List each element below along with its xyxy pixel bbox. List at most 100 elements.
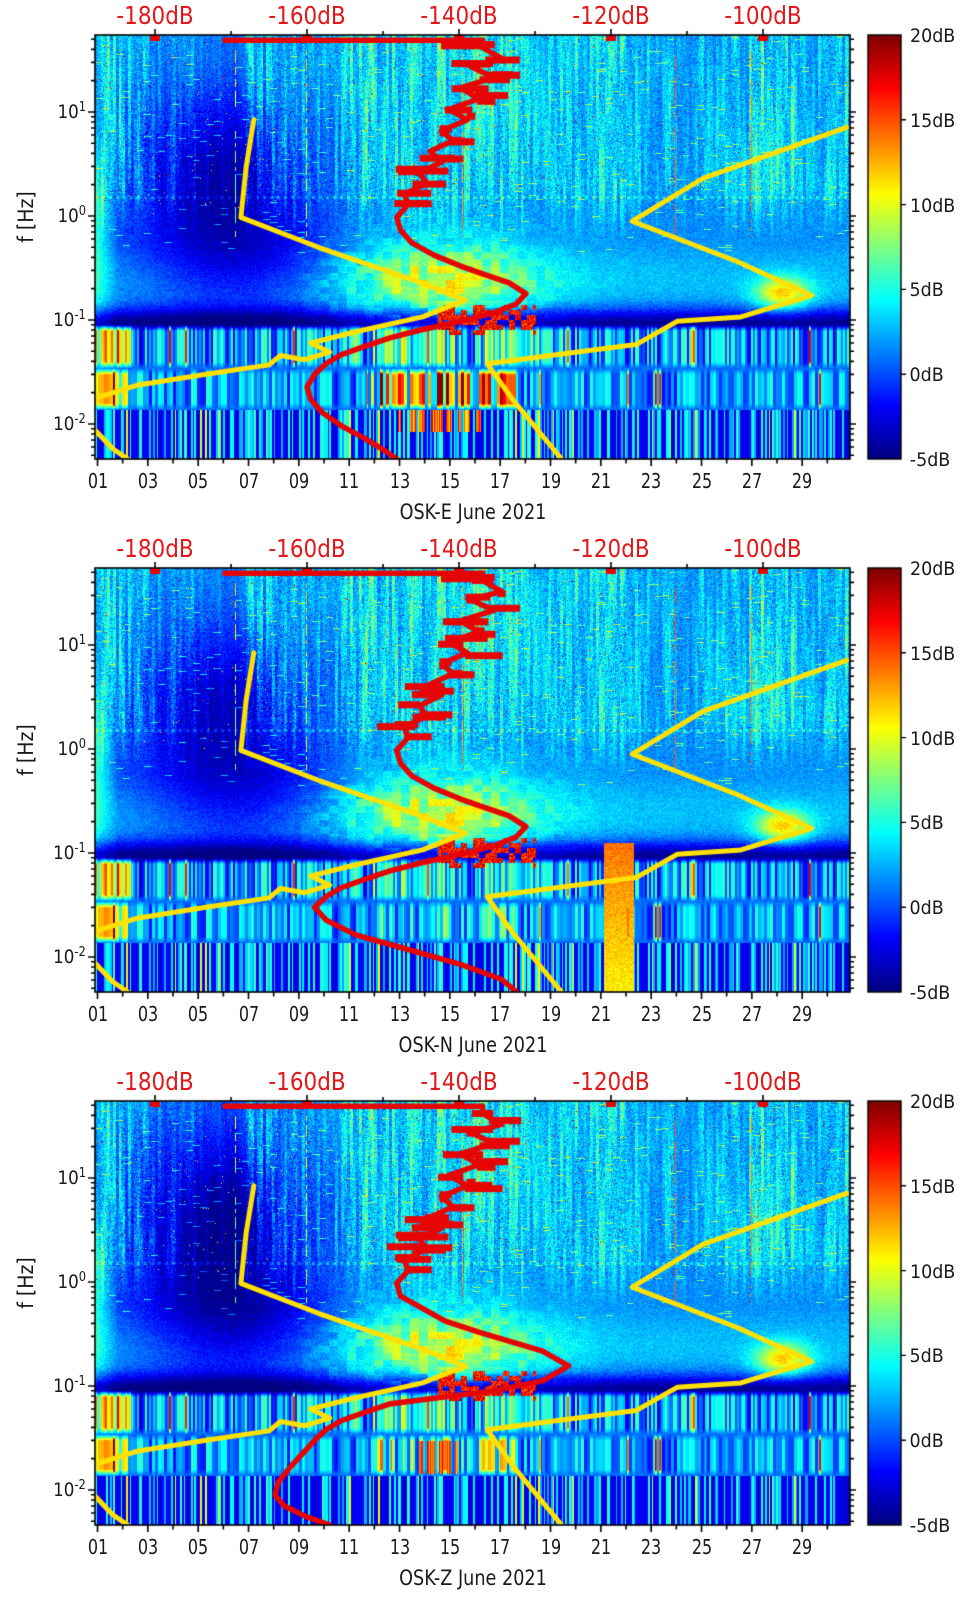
x-axis-tick-label: 29 xyxy=(791,1002,813,1026)
top-axis-tick-label: -160dB xyxy=(268,534,346,563)
x-axis-tick-label: 11 xyxy=(338,1535,360,1559)
x-axis-tick-label: 03 xyxy=(137,469,159,493)
x-axis-tick-label: 11 xyxy=(338,469,360,493)
x-axis-tick-label: 13 xyxy=(389,469,410,493)
y-axis-tick-label: 100 xyxy=(57,736,87,761)
x-axis-tick-label: 13 xyxy=(389,1002,410,1026)
x-axis-tick-label: 17 xyxy=(489,1535,511,1559)
x-axis-tick-label: 05 xyxy=(187,469,209,493)
y-axis-tick-label: 10-2 xyxy=(53,1477,86,1502)
colorbar-tick-label: 5dB xyxy=(909,1345,944,1368)
top-axis-tick-label: -180dB xyxy=(116,1,194,30)
colorbar-tick-label: 20dB xyxy=(909,25,956,48)
top-axis-tick-label: -100dB xyxy=(724,534,802,563)
x-axis-tick-label: 17 xyxy=(489,1002,511,1026)
y-axis-label: f [Hz] xyxy=(14,191,38,243)
y-axis-tick-label: 10-1 xyxy=(53,307,86,332)
x-axis-tick-label: 07 xyxy=(238,1535,259,1559)
y-axis-tick-label: 10-1 xyxy=(53,1373,86,1398)
x-axis-tick-label: 29 xyxy=(791,1535,813,1559)
x-axis-tick-label: 07 xyxy=(238,469,259,493)
y-axis-tick-label: 101 xyxy=(57,99,87,124)
x-axis-tick-label: 25 xyxy=(691,1002,712,1026)
y-axis-tick-label: 10-2 xyxy=(53,944,86,969)
x-axis-tick-label: 19 xyxy=(540,1535,561,1559)
y-axis-tick-label: 10-2 xyxy=(53,411,86,436)
colorbar-tick-label: 10dB xyxy=(909,727,956,750)
top-axis-tick-label: -120dB xyxy=(572,1067,650,1096)
top-axis-tick-label: -120dB xyxy=(572,1,650,30)
x-axis-tick-label: 13 xyxy=(389,1535,410,1559)
y-axis-tick-label: 100 xyxy=(57,203,87,228)
top-axis-tick-label: -100dB xyxy=(724,1,802,30)
top-axis-tick-label: -140dB xyxy=(420,1067,498,1096)
x-axis-tick-label: 07 xyxy=(238,1002,259,1026)
x-axis-tick-label: 19 xyxy=(540,1002,561,1026)
x-axis-tick-label: 15 xyxy=(439,1535,461,1559)
x-axis-tick-label: 05 xyxy=(187,1535,209,1559)
x-axis-tick-label: 09 xyxy=(288,469,310,493)
colorbar-tick-label: 0dB xyxy=(909,364,944,387)
x-axis-tick-label: 29 xyxy=(791,469,813,493)
colorbar-tick-label: 0dB xyxy=(909,1430,944,1453)
x-axis-tick-label: 01 xyxy=(87,1002,108,1026)
y-axis-tick-label: 100 xyxy=(57,1269,87,1294)
colorbar-tick-label: 0dB xyxy=(909,897,944,920)
top-axis-tick-label: -160dB xyxy=(268,1,346,30)
top-axis-tick-label: -140dB xyxy=(420,534,498,563)
colorbar-tick-label: -5dB xyxy=(909,1515,951,1538)
panel-title-osk-e: OSK-E June 2021 xyxy=(399,500,546,524)
top-axis-tick-label: -180dB xyxy=(116,534,194,563)
x-axis-tick-label: 21 xyxy=(590,469,612,493)
y-axis-label: f [Hz] xyxy=(14,1257,38,1309)
x-axis-tick-label: 05 xyxy=(187,1002,209,1026)
colorbar-tick-label: 20dB xyxy=(909,558,956,581)
x-axis-tick-label: 21 xyxy=(590,1535,612,1559)
y-axis-label: f [Hz] xyxy=(14,724,38,776)
colorbar-tick-label: 15dB xyxy=(909,109,956,132)
x-axis-tick-label: 23 xyxy=(640,1535,662,1559)
x-axis-tick-label: 21 xyxy=(590,1002,612,1026)
x-axis-tick-label: 03 xyxy=(137,1002,159,1026)
x-axis-tick-label: 09 xyxy=(288,1535,310,1559)
x-axis-tick-label: 09 xyxy=(288,1002,310,1026)
colorbar-tick-label: 10dB xyxy=(909,194,956,217)
top-axis-tick-label: -180dB xyxy=(116,1067,194,1096)
x-axis-tick-label: 15 xyxy=(439,469,461,493)
x-axis-tick-label: 01 xyxy=(87,469,108,493)
colorbar-tick-label: 20dB xyxy=(909,1091,956,1114)
top-axis-tick-label: -140dB xyxy=(420,1,498,30)
colorbar-tick-label: 5dB xyxy=(909,812,944,835)
x-axis-tick-label: 19 xyxy=(540,469,561,493)
panel-title-osk-z: OSK-Z June 2021 xyxy=(398,1566,547,1590)
x-axis-tick-label: 27 xyxy=(741,469,763,493)
x-axis-tick-label: 27 xyxy=(741,1002,763,1026)
panel-osk-z: f [Hz] OSK-Z June 2021 -180dB -160dB -140d… xyxy=(0,1066,962,1599)
colorbar-tick-label: -5dB xyxy=(909,449,951,472)
colorbar-tick-label: 15dB xyxy=(909,1175,956,1198)
x-axis-tick-label: 11 xyxy=(338,1002,360,1026)
x-axis-tick-label: 15 xyxy=(439,1002,461,1026)
x-axis-tick-label: 01 xyxy=(87,1535,108,1559)
x-axis-tick-label: 23 xyxy=(640,469,662,493)
x-axis-tick-label: 27 xyxy=(741,1535,763,1559)
colorbar-tick-label: 5dB xyxy=(909,279,944,302)
colorbar-tick-label: 10dB xyxy=(909,1260,956,1283)
panel-title-osk-n: OSK-N June 2021 xyxy=(398,1033,547,1057)
top-axis-tick-label: -120dB xyxy=(572,534,650,563)
colorbar-tick-label: -5dB xyxy=(909,982,951,1005)
x-axis-tick-label: 25 xyxy=(691,469,712,493)
y-axis-tick-label: 10-1 xyxy=(53,840,86,865)
top-axis-tick-label: -160dB xyxy=(268,1067,346,1096)
panel-osk-e: f [Hz] OSK-E June 2021 -180dB -160dB -140d… xyxy=(0,0,962,533)
x-axis-tick-label: 17 xyxy=(489,469,511,493)
spectrogram-canvas-osk-e xyxy=(0,0,962,533)
y-axis-tick-label: 101 xyxy=(57,1165,87,1190)
y-axis-tick-label: 101 xyxy=(57,632,87,657)
colorbar-tick-label: 15dB xyxy=(909,642,956,665)
panel-osk-n: f [Hz] OSK-N June 2021 -180dB -160dB -140d… xyxy=(0,533,962,1066)
x-axis-tick-label: 23 xyxy=(640,1002,662,1026)
top-axis-tick-label: -100dB xyxy=(724,1067,802,1096)
spectrogram-canvas-osk-n xyxy=(0,533,962,1066)
